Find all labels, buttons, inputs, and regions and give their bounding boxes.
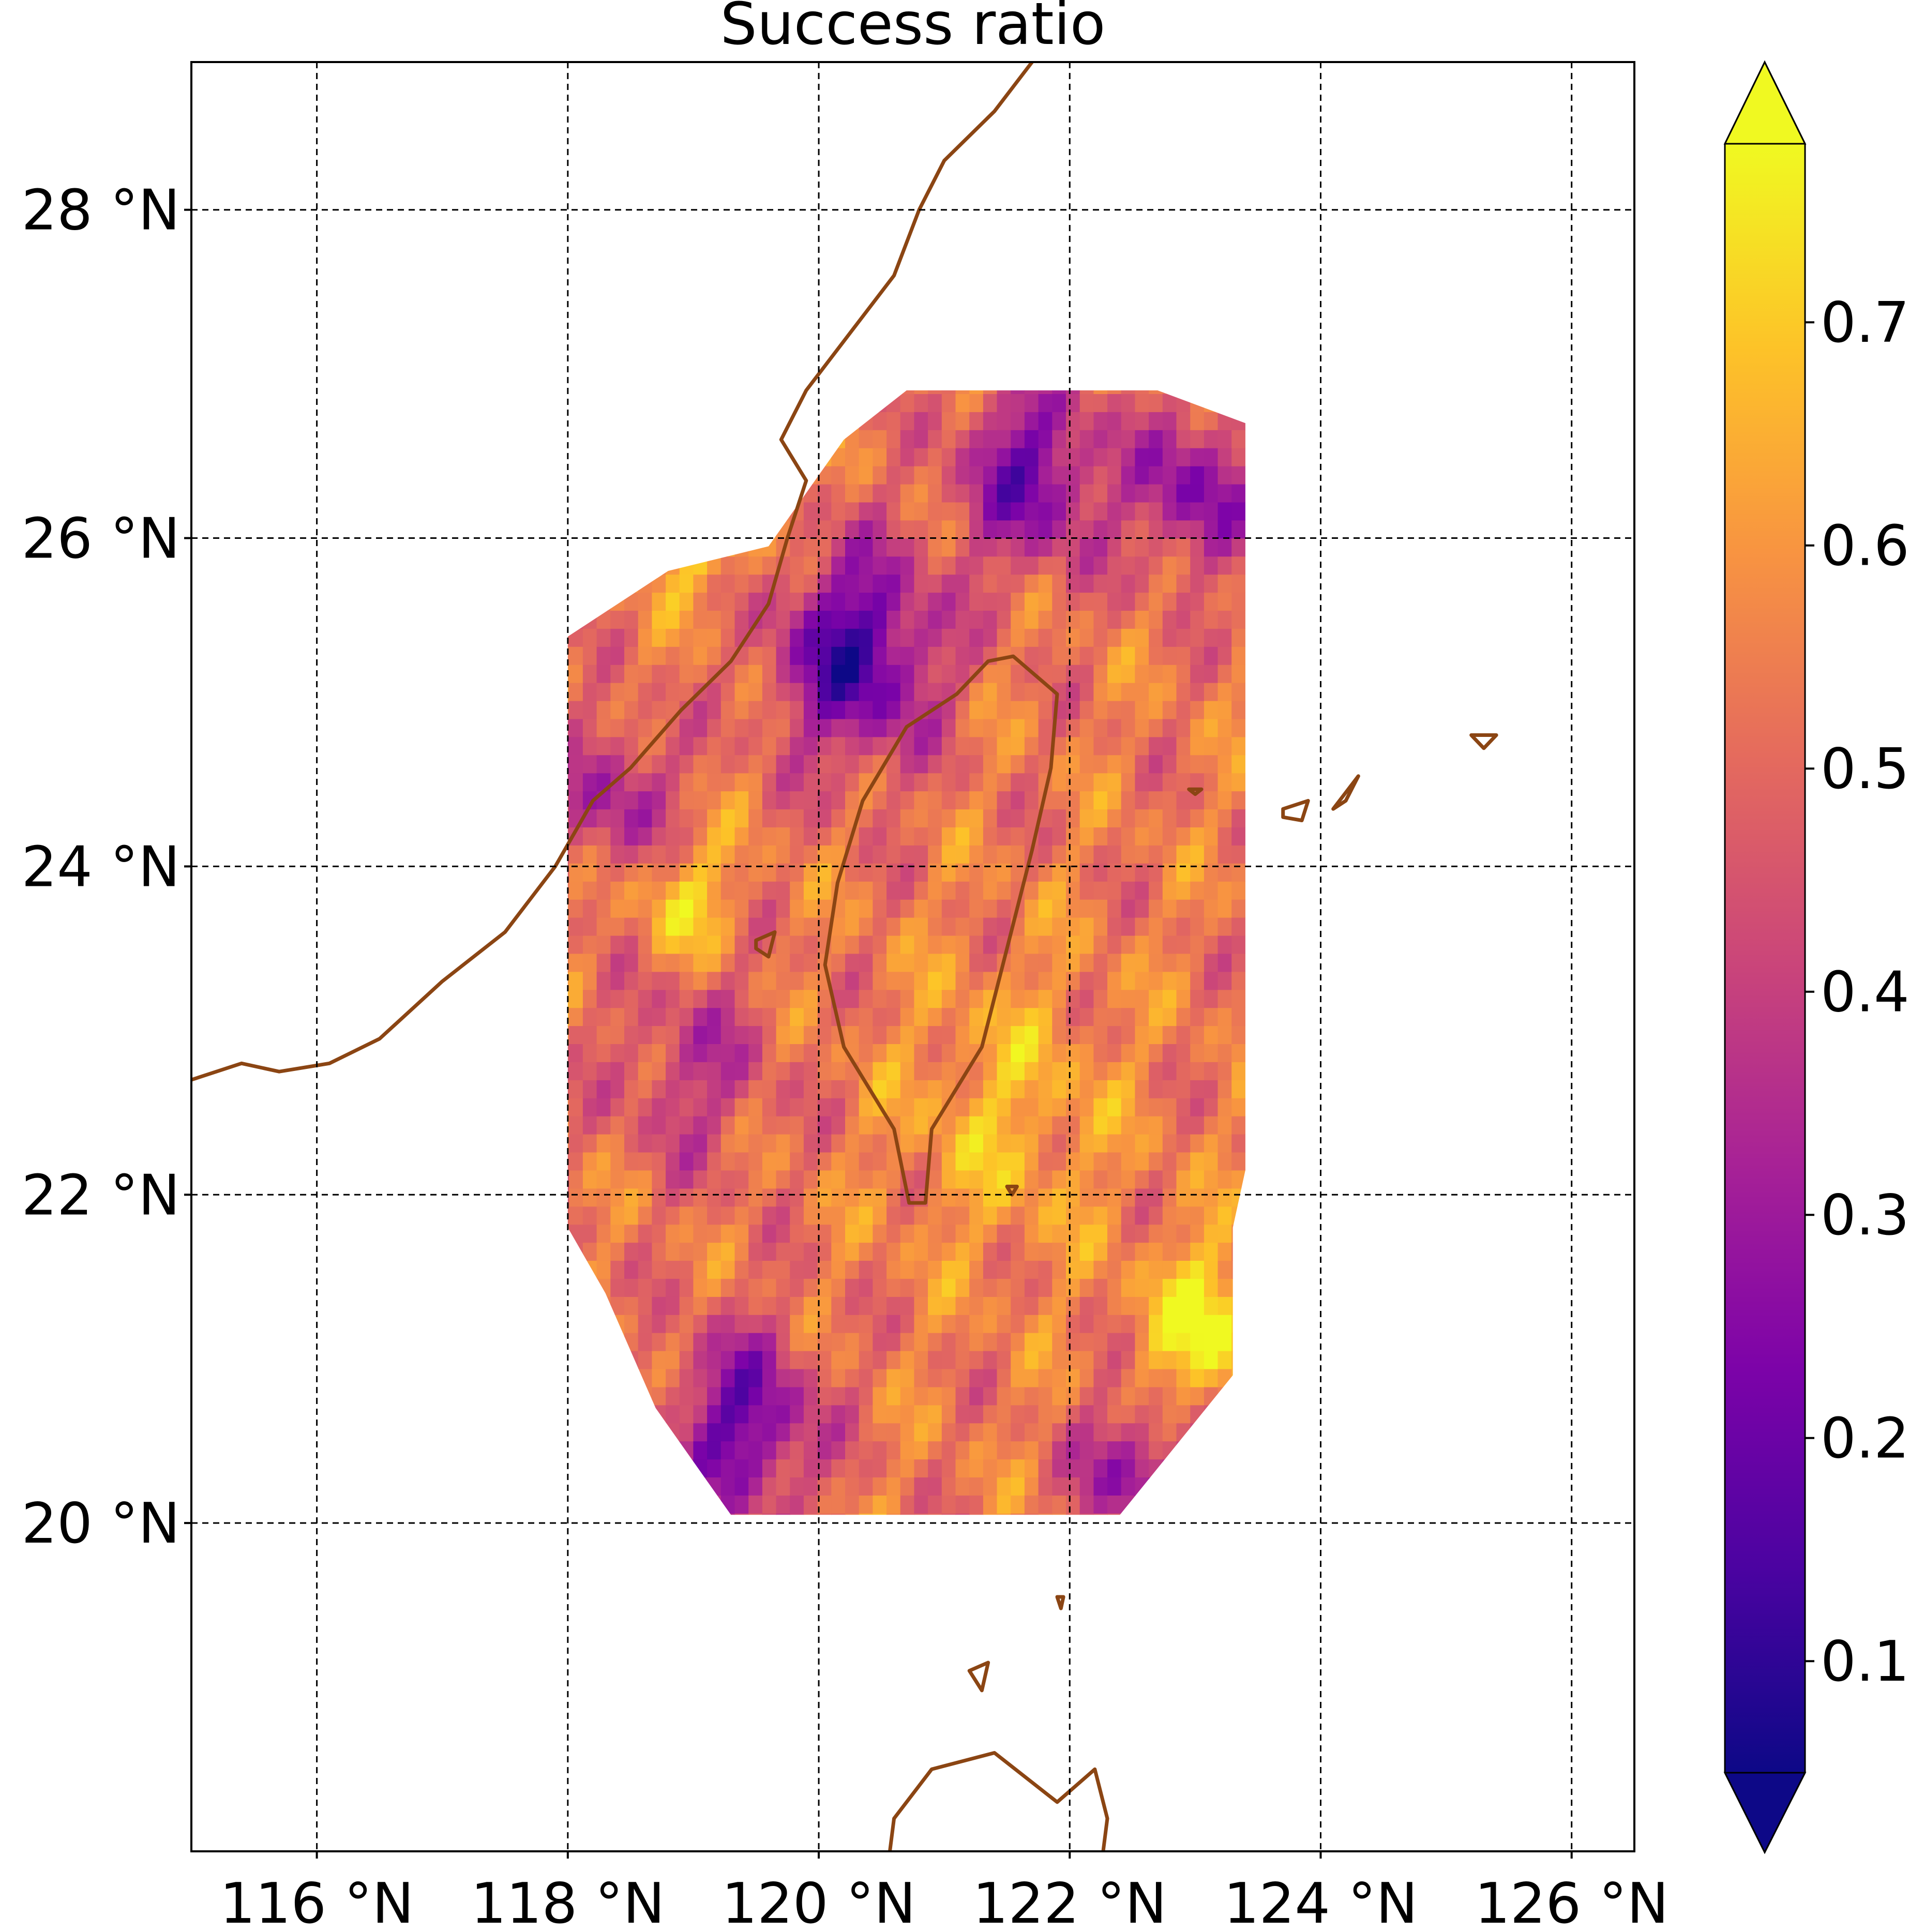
- colorbar-extend-max-triangle: [1723, 60, 1807, 145]
- map-axes: 20 °N 22 °N 24 °N 26 °N 28 °N 116 °N 118 °N 12…: [21, 61, 1669, 1932]
- coast-batanes: [1055, 1595, 1065, 1610]
- colorbar-tick-label: 0.5: [1821, 737, 1910, 802]
- success-ratio-field: [567, 390, 1245, 1515]
- coast-penghu: [754, 930, 777, 959]
- colorbar-ticks: 0.1 0.2 0.3 0.4 0.5 0.6 0.7: [1805, 291, 1910, 1694]
- lat-tick-label: 26 °N: [21, 507, 180, 571]
- lon-tick-label: 116 °N: [220, 1871, 414, 1932]
- lon-tick-label: 118 °N: [471, 1871, 665, 1932]
- colorbar-outline: [1724, 60, 1806, 1854]
- map-frame: [190, 61, 1635, 1852]
- coast-china-mainland: [191, 62, 1034, 1082]
- coast-luzon-north: [888, 1751, 1109, 1851]
- coast-taiwan: [823, 654, 1059, 1205]
- gridlines: [191, 62, 1634, 1851]
- coast-lanyu: [1005, 1184, 1019, 1197]
- colorbar-body: [1725, 144, 1805, 1773]
- lon-tick-label: 120 °N: [722, 1871, 915, 1932]
- lat-tick-label: 22 °N: [21, 1163, 180, 1228]
- colorbar: 0.1 0.2 0.3 0.4 0.5 0.6 0.7: [1723, 60, 1910, 1854]
- colorbar-extend-min-triangle: [1723, 1772, 1807, 1854]
- colorbar-tick-label: 0.2: [1821, 1407, 1910, 1471]
- coast-yonaguni: [1187, 787, 1204, 796]
- longitude-tick-labels: 116 °N 118 °N 120 °N 122 °N 124 °N 126 °N: [220, 1851, 1669, 1932]
- colorbar-tick-label: 0.1: [1821, 1629, 1910, 1694]
- colorbar-tick-label: 0.6: [1821, 514, 1910, 579]
- latitude-tick-labels: 20 °N 22 °N 24 °N 26 °N 28 °N: [21, 178, 191, 1556]
- coast-babuyan: [967, 1661, 990, 1693]
- lon-tick-label: 126 °N: [1475, 1871, 1669, 1932]
- coast-miyako: [1469, 733, 1498, 750]
- coastlines: [191, 62, 1498, 1851]
- map-title: Success ratio: [720, 0, 1106, 58]
- coast-iriomote: [1281, 798, 1310, 822]
- colorbar-tick-label: 0.4: [1821, 960, 1910, 1025]
- lat-tick-label: 28 °N: [21, 178, 180, 243]
- coast-ishigaki: [1331, 774, 1360, 811]
- lon-tick-label: 122 °N: [973, 1871, 1167, 1932]
- lat-tick-label: 20 °N: [21, 1491, 180, 1556]
- colorbar-tick-label: 0.3: [1821, 1183, 1910, 1248]
- colorbar-tick-label: 0.7: [1821, 291, 1910, 355]
- lat-tick-label: 24 °N: [21, 835, 180, 899]
- lon-tick-label: 124 °N: [1224, 1871, 1418, 1932]
